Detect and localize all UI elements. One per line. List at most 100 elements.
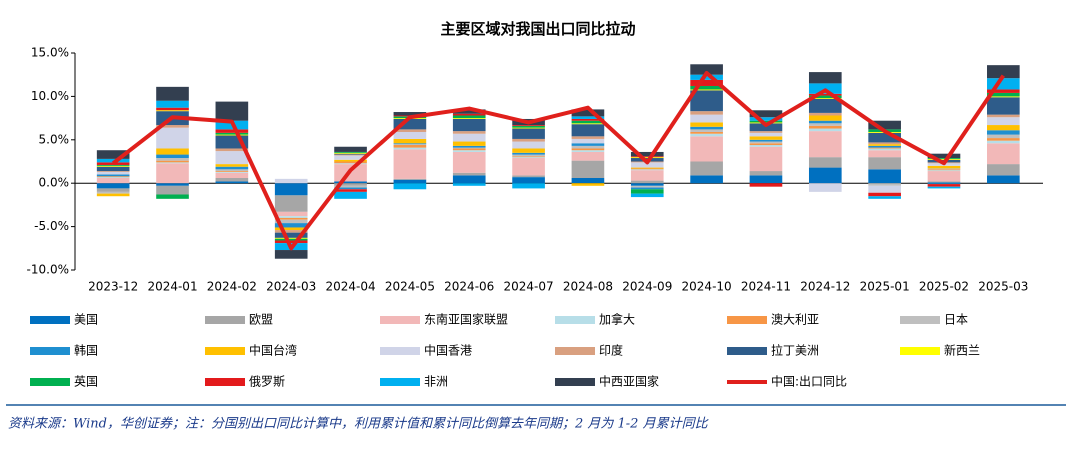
legend-swatch <box>30 378 70 386</box>
bar-segment <box>215 166 249 170</box>
bar-segment <box>215 164 249 167</box>
x-tick-label: 2024-10 <box>682 280 732 294</box>
bar-segment <box>571 148 605 151</box>
bar-segment <box>571 109 605 117</box>
bar-segment <box>156 110 189 112</box>
legend-swatch <box>555 316 595 324</box>
bar-segment <box>808 99 842 113</box>
bar-segment <box>808 98 842 100</box>
legend-label: 中国香港 <box>424 343 472 358</box>
x-tick-label: 2024-03 <box>266 280 316 294</box>
bar-segment <box>156 154 189 159</box>
bar-segment <box>987 125 1020 131</box>
bar-segment <box>630 170 664 181</box>
x-tick-label: 2025-01 <box>860 280 910 294</box>
bar-segment <box>808 128 842 132</box>
bar-segment <box>274 211 308 217</box>
bar-segment <box>749 145 783 147</box>
bar-segment <box>868 142 901 145</box>
bar-segment <box>393 138 427 144</box>
bar-segment <box>927 182 961 184</box>
bar-segment <box>868 150 901 158</box>
bar-segment <box>987 164 1020 176</box>
legend-swatch <box>555 347 595 355</box>
bar-segment <box>927 158 961 159</box>
bar-segment <box>571 177 605 184</box>
bar-segment <box>749 132 783 137</box>
bar-segment <box>156 125 189 128</box>
y-tick-label: 5.0% <box>39 132 70 146</box>
x-tick-label: 2024-06 <box>444 280 494 294</box>
bar-segment <box>96 158 130 163</box>
bar-segment <box>512 127 545 129</box>
bar-segment <box>808 131 842 158</box>
bar-segment <box>274 237 308 239</box>
bar-segment <box>690 129 723 132</box>
bar-segment <box>690 136 723 162</box>
bar-segment <box>927 165 961 169</box>
bar-segment <box>690 161 723 176</box>
bar-segment <box>630 187 664 190</box>
bar-segment <box>630 151 664 157</box>
bar-segment <box>334 181 367 184</box>
bar-segment <box>156 185 189 195</box>
bar-segment <box>512 175 545 178</box>
bar-segment <box>452 147 486 149</box>
bar-segment <box>215 177 249 182</box>
bar-segment <box>808 95 842 99</box>
legend-swatch <box>205 378 245 386</box>
bar-segment <box>452 150 486 152</box>
legend-swatch <box>380 347 420 355</box>
bar-segment <box>393 179 427 184</box>
bar-segment <box>690 64 723 75</box>
bar-segment <box>571 183 605 186</box>
bar-segment <box>571 118 605 121</box>
bar-segment <box>156 86 189 101</box>
chart-title: 主要区域对我国出口同比拉动 <box>440 20 635 38</box>
bar-segment <box>393 149 427 179</box>
bar-segment <box>749 123 783 132</box>
bar-segment <box>452 141 486 146</box>
bar-segment <box>393 145 427 148</box>
bar-segment <box>274 232 308 238</box>
bar-segment <box>571 138 605 144</box>
legend-label: 非洲 <box>424 375 448 389</box>
bar-segment <box>690 126 723 130</box>
x-tick-label: 2024-01 <box>147 280 197 294</box>
legend-label: 中国台湾 <box>249 343 297 358</box>
bar-segment <box>393 129 427 132</box>
bar-segment <box>96 164 130 166</box>
bar-segment <box>156 107 189 111</box>
bar-segment <box>96 188 130 192</box>
bar-segment <box>690 85 723 90</box>
bar-segment <box>808 157 842 168</box>
bar-segment <box>274 219 308 224</box>
bar-segment <box>690 89 723 91</box>
bar-segment <box>630 193 664 198</box>
legend-label: 美国 <box>74 313 98 327</box>
bar-segment <box>987 114 1020 118</box>
bar-segment <box>868 147 901 149</box>
bar-segment <box>96 193 130 197</box>
bar-segment <box>749 120 783 123</box>
bar-segment <box>868 157 901 170</box>
bar-segment <box>96 174 130 177</box>
bar-segment <box>571 124 605 137</box>
bar-segment <box>452 151 486 173</box>
bar-segment <box>808 125 842 129</box>
legend-swatch <box>205 347 245 355</box>
bar-segment <box>512 152 545 155</box>
bar-segment <box>808 93 842 96</box>
bar-segment <box>215 172 249 178</box>
bar-segment <box>571 136 605 139</box>
bar-segment <box>512 128 545 139</box>
bar-segment <box>571 145 605 149</box>
bar-segment <box>452 172 486 176</box>
bar-segment <box>274 230 308 233</box>
bar-segment <box>96 171 130 172</box>
legend-label: 英国 <box>74 375 98 389</box>
x-tick-label: 2024-11 <box>741 280 791 294</box>
bar-segment <box>987 78 1020 90</box>
legend-label: 欧盟 <box>249 313 273 327</box>
bar-segment <box>987 117 1020 126</box>
